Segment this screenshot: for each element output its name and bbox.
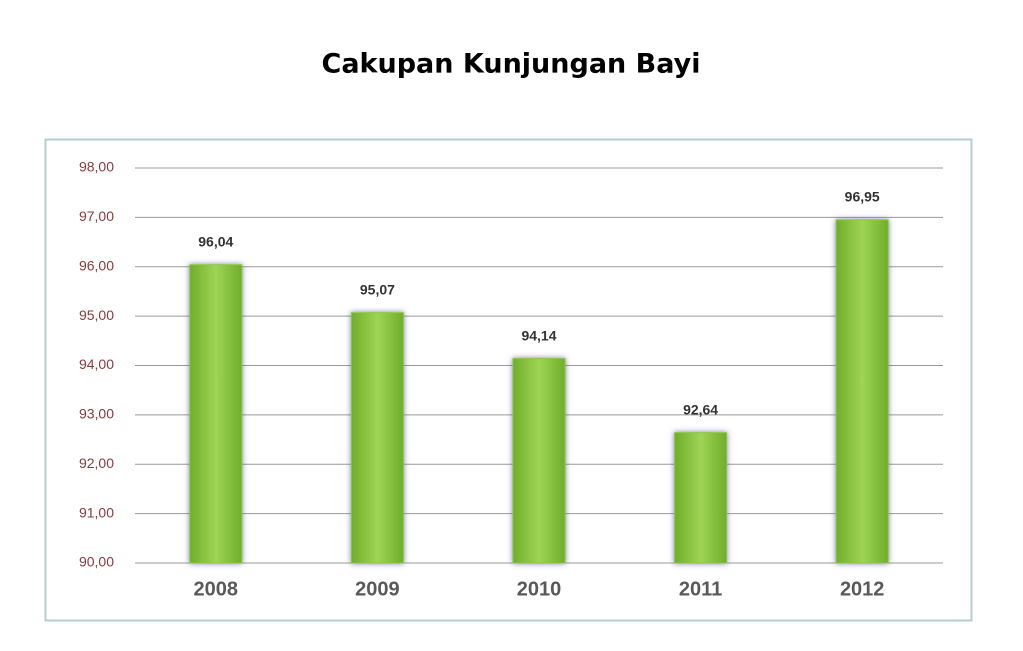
y-tick-label: 98,00 bbox=[79, 159, 114, 175]
bar bbox=[189, 264, 243, 564]
value-label: 92,64 bbox=[683, 401, 718, 417]
value-label: 96,04 bbox=[198, 233, 233, 249]
x-tick-label: 2009 bbox=[355, 578, 400, 600]
y-tick-label: 93,00 bbox=[79, 406, 114, 422]
y-tick-label: 90,00 bbox=[79, 554, 114, 570]
y-tick-label: 97,00 bbox=[79, 208, 114, 224]
bar bbox=[835, 219, 889, 564]
y-tick-label: 91,00 bbox=[79, 504, 114, 520]
value-label: 94,14 bbox=[521, 327, 556, 343]
x-tick-label: 2011 bbox=[679, 578, 722, 600]
value-label: 96,95 bbox=[845, 189, 880, 205]
x-tick-label: 2012 bbox=[840, 578, 885, 600]
y-tick-label: 95,00 bbox=[79, 307, 114, 323]
value-label: 95,07 bbox=[360, 281, 395, 297]
y-tick-label: 94,00 bbox=[79, 356, 114, 372]
chart-title: Cakupan Kunjungan Bayi bbox=[322, 49, 701, 80]
y-tick-label: 92,00 bbox=[79, 455, 114, 471]
bar bbox=[674, 432, 728, 564]
bar bbox=[512, 358, 566, 564]
y-tick-label: 96,00 bbox=[79, 257, 114, 273]
chart-frame bbox=[44, 138, 973, 622]
x-tick-label: 2010 bbox=[517, 578, 562, 600]
x-tick-label: 2008 bbox=[194, 578, 239, 600]
bar bbox=[350, 312, 404, 564]
